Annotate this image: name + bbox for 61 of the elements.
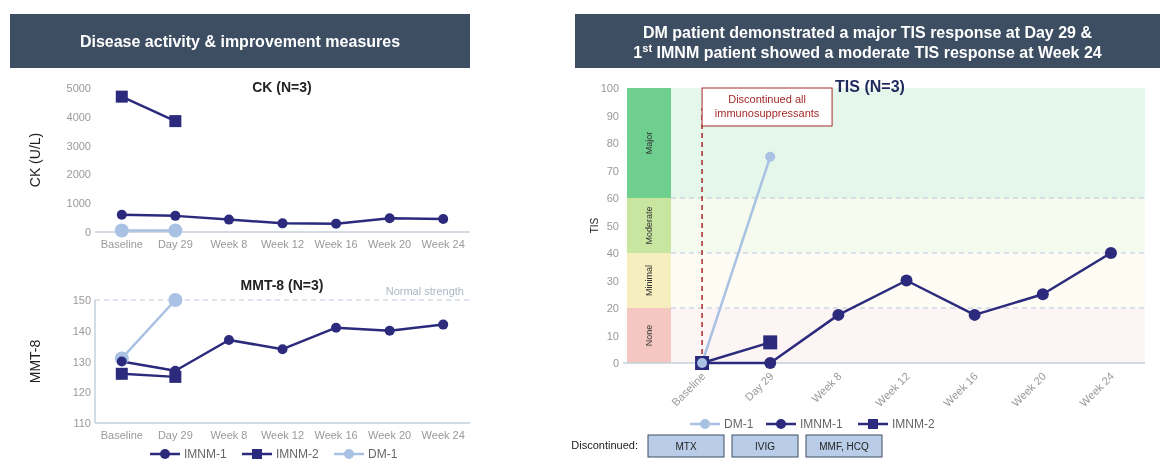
x-tick-label: Week 16	[314, 429, 358, 441]
y-tick-label: 5000	[66, 82, 91, 94]
legend-label: IMNM-1	[800, 417, 843, 431]
y-tick-label: 130	[72, 355, 91, 368]
y-tick-label: 90	[606, 109, 619, 122]
y-tick-label: 0	[84, 226, 91, 238]
x-tick-label: Baseline	[100, 429, 143, 441]
legend-label: DM-1	[368, 447, 398, 461]
x-tick-label: Baseline	[100, 238, 143, 250]
y-tick-label: 40	[606, 247, 619, 259]
band-label: Minimal	[644, 264, 654, 297]
y-tick-label: 140	[72, 324, 91, 337]
x-tick-label: Week 12	[260, 238, 305, 250]
x-tick-label: Week 16	[314, 238, 358, 250]
band-label: None	[644, 324, 654, 347]
y-axis-title: TIS	[589, 217, 600, 234]
y-tick-label: 3000	[66, 139, 91, 152]
y-tick-label: 110	[73, 417, 91, 429]
x-tick-label: Week 8	[210, 238, 248, 250]
ref-line-label: Normal strength	[385, 285, 464, 297]
band-label: Moderate	[644, 206, 654, 245]
x-tick-label: Day 29	[157, 238, 193, 250]
y-tick-label: 60	[606, 192, 619, 204]
y-tick-label: 70	[606, 164, 619, 177]
x-tick-label: Week 8	[210, 429, 248, 441]
y-tick-label: 100	[600, 82, 619, 94]
y-tick-label: 30	[606, 274, 619, 287]
band-label: Major	[644, 131, 654, 155]
y-tick-label: 2000	[66, 168, 91, 181]
legend-label: DM-1	[724, 417, 754, 431]
y-tick-label: 0	[612, 357, 619, 369]
text: Discontinued:	[571, 439, 638, 451]
text: DM patient demonstrated a major TIS response at Day 29 & 1$^{st}$ IMNM patient showed a moderate TIS response at Week 24	[633, 24, 1102, 61]
legend-label: IMNM-2	[892, 417, 935, 431]
chart-title: MMT-8 (N=3)	[240, 277, 324, 293]
x-tick-label: Week 24	[421, 238, 465, 250]
text: Disease activity & improvement measures	[79, 33, 401, 50]
x-tick-label: Week 24	[421, 429, 465, 441]
y-tick-label: 20	[606, 302, 619, 314]
text: MMF, HCQ	[819, 441, 869, 452]
chart-title: CK (N=3)	[252, 79, 312, 95]
chart-title: TIS (N=3)	[835, 78, 905, 95]
legend-label: IMNM-1	[184, 447, 227, 461]
x-tick-label: Week 20	[368, 429, 412, 441]
ref-line-label: Discontinued all immunosuppressants	[714, 93, 820, 119]
y-tick-label: 150	[72, 294, 91, 306]
x-tick-label: Day 29	[742, 369, 776, 404]
y-tick-label: 80	[606, 137, 619, 149]
y-axis-title: MMT-8	[27, 339, 43, 384]
y-tick-label: 10	[606, 329, 619, 342]
x-tick-label: Week 12	[260, 429, 305, 441]
y-axis-title: CK (U/L)	[27, 132, 43, 188]
x-tick-label: Day 29	[157, 429, 193, 441]
y-tick-label: 120	[72, 386, 91, 399]
text: IVIG	[754, 441, 776, 452]
text: MTX	[675, 441, 697, 452]
y-tick-label: 1000	[66, 197, 91, 210]
x-tick-label: Week 20	[368, 238, 412, 250]
y-tick-label: 50	[606, 219, 619, 232]
legend-label: IMNM-2	[276, 447, 319, 461]
y-tick-label: 4000	[66, 110, 91, 123]
